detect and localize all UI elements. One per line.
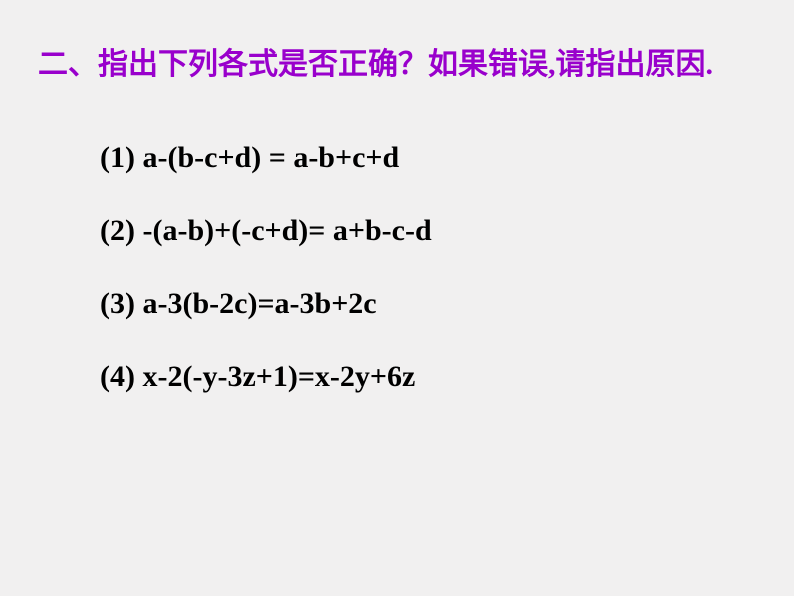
equations-list: (1) a-(b-c+d) = a-b+c+d (2) -(a-b)+(-c+d… [100,143,756,392]
equation-4: (4) x-2(-y-3z+1)=x-2y+6z [100,362,756,392]
equation-3: (3) a-3(b-2c)=a-3b+2c [100,289,756,319]
equation-2: (2) -(a-b)+(-c+d)= a+b-c-d [100,216,756,246]
slide-container: 二、指出下列各式是否正确？如果错误,请指出原因. (1) a-(b-c+d) =… [0,0,794,392]
question-header: 二、指出下列各式是否正确？如果错误,请指出原因. [38,43,756,87]
equation-1: (1) a-(b-c+d) = a-b+c+d [100,143,756,173]
